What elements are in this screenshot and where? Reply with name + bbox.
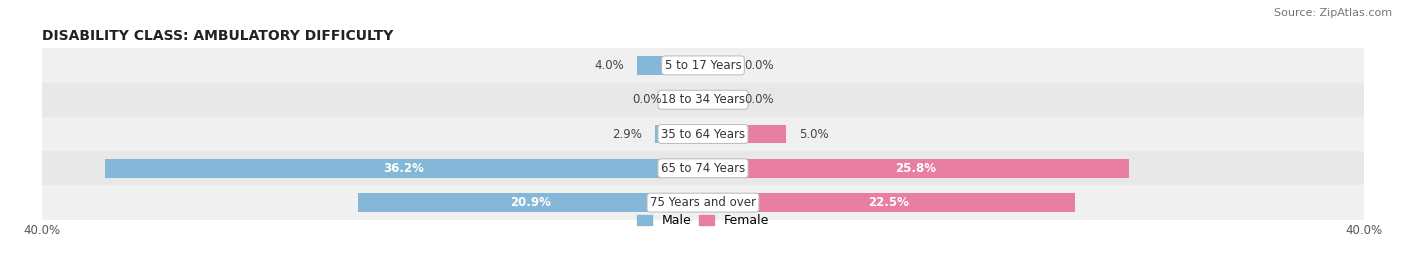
Bar: [357, 193, 703, 212]
Text: Source: ZipAtlas.com: Source: ZipAtlas.com: [1274, 8, 1392, 18]
Text: 36.2%: 36.2%: [384, 162, 425, 175]
Text: 20.9%: 20.9%: [510, 196, 551, 209]
Bar: [42, 48, 1364, 83]
Bar: [42, 117, 1364, 151]
Text: 4.0%: 4.0%: [593, 59, 624, 72]
Bar: [105, 159, 703, 178]
Legend: Male, Female: Male, Female: [637, 214, 769, 227]
Text: 75 Years and over: 75 Years and over: [650, 196, 756, 209]
Bar: [42, 185, 1364, 220]
Bar: [42, 83, 1364, 117]
Bar: [703, 125, 786, 143]
Text: 65 to 74 Years: 65 to 74 Years: [661, 162, 745, 175]
Text: 18 to 34 Years: 18 to 34 Years: [661, 93, 745, 106]
Bar: [703, 193, 1074, 212]
Text: 0.0%: 0.0%: [744, 93, 773, 106]
Bar: [655, 125, 703, 143]
Text: 25.8%: 25.8%: [896, 162, 936, 175]
Text: 35 to 64 Years: 35 to 64 Years: [661, 128, 745, 140]
Text: 5 to 17 Years: 5 to 17 Years: [665, 59, 741, 72]
Text: 5.0%: 5.0%: [799, 128, 828, 140]
Bar: [703, 159, 1129, 178]
Text: DISABILITY CLASS: AMBULATORY DIFFICULTY: DISABILITY CLASS: AMBULATORY DIFFICULTY: [42, 29, 394, 43]
Bar: [42, 151, 1364, 185]
Text: 0.0%: 0.0%: [633, 93, 662, 106]
Text: 2.9%: 2.9%: [612, 128, 643, 140]
Text: 0.0%: 0.0%: [744, 59, 773, 72]
Bar: [637, 56, 703, 75]
Text: 22.5%: 22.5%: [869, 196, 910, 209]
